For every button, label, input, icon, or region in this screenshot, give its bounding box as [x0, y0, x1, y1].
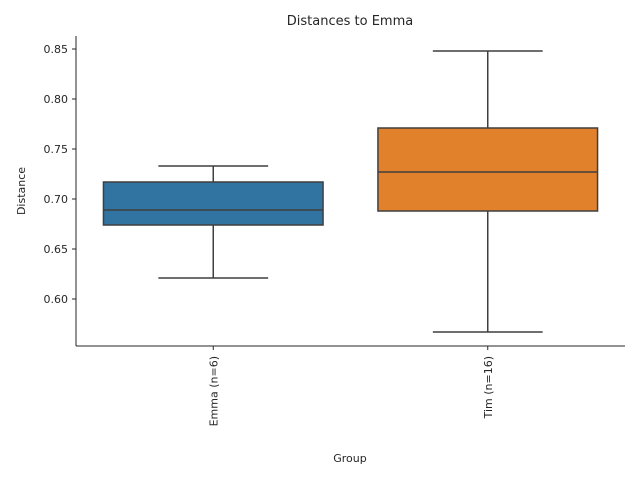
box-iqr: [377, 127, 599, 212]
x-tick-label: Tim (n=16): [482, 356, 495, 419]
y-tick-label: 0.75: [44, 143, 69, 156]
y-axis-label: Distance: [15, 167, 28, 215]
y-tick-label: 0.85: [44, 43, 69, 56]
box-iqr: [102, 181, 324, 226]
y-tick-label: 0.60: [44, 293, 69, 306]
chart-title: Distances to Emma: [287, 14, 413, 29]
x-tick-label: Emma (n=6): [207, 356, 220, 426]
box-1: [377, 50, 599, 333]
y-axis-ticks: 0.60 0.65 0.70 0.75 0.80 0.85: [44, 43, 76, 306]
y-tick-label: 0.70: [44, 193, 69, 206]
y-tick-label: 0.65: [44, 243, 69, 256]
box-series: [102, 50, 599, 333]
box-0: [102, 165, 324, 279]
y-tick-label: 0.80: [44, 93, 69, 106]
x-axis-ticks: Emma (n=6) Tim (n=16): [207, 346, 495, 426]
x-axis-label: Group: [333, 452, 367, 465]
